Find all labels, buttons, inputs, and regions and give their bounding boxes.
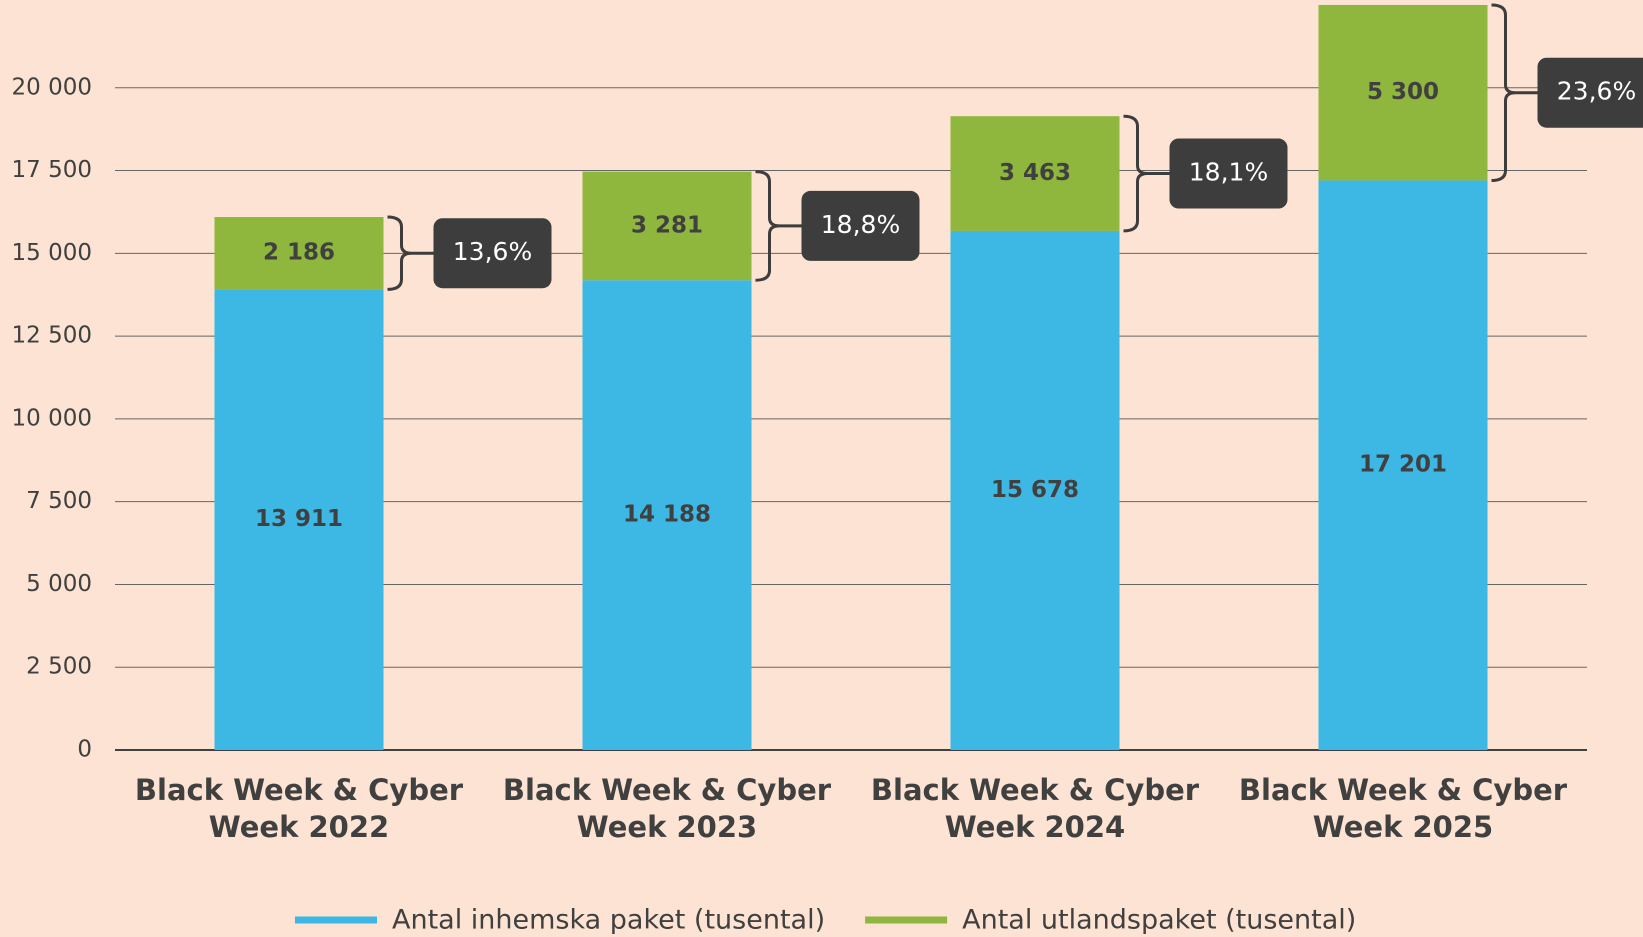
value-label: 3 463: [999, 160, 1071, 186]
annotation-box: [433, 218, 552, 289]
bar-segment: [582, 280, 752, 750]
annotation-box: [1537, 57, 1643, 128]
y-tick-label: 12 500: [12, 323, 92, 349]
annotation-box: [801, 190, 920, 261]
x-tick-label: Black Week & Cyber Week 2022: [134, 773, 464, 844]
y-tick-label: 17 500: [12, 157, 92, 183]
y-tick-label: 0: [77, 737, 92, 763]
annotation-box: [1169, 138, 1288, 209]
bracket: [755, 170, 780, 282]
bar-segment: [214, 289, 384, 750]
x-tick-label: Black Week & Cyber Week 2025: [1238, 773, 1568, 844]
legend-label: Antal inhemska paket (tusental): [392, 905, 825, 936]
value-label: 17 201: [1359, 452, 1447, 478]
annotation: 18,1%: [1189, 158, 1268, 187]
value-label: 14 188: [623, 502, 711, 528]
legend-label: Antal utlandspaket (tusental): [962, 905, 1356, 936]
annotation: 18,8%: [821, 210, 900, 239]
bar-segment: [214, 217, 384, 290]
value-label: 5 300: [1367, 79, 1439, 105]
bracket: [1123, 114, 1148, 233]
bar-segment: [950, 230, 1120, 750]
y-tick-label: 7 500: [26, 488, 92, 514]
value-label: 2 186: [263, 240, 335, 266]
annotation: 13,6%: [453, 237, 532, 266]
bar-segment: [582, 171, 752, 281]
y-tick-label: 2 500: [26, 654, 92, 680]
x-tick-label: Black Week & Cyber Week 2024: [870, 773, 1200, 844]
value-label: 13 911: [255, 506, 343, 532]
x-tick-label: Black Week & Cyber Week 2023: [502, 773, 832, 844]
y-tick-label: 10 000: [12, 405, 92, 431]
annotation: 23,6%: [1557, 77, 1636, 106]
bar-segment: [950, 116, 1120, 231]
bar-segment: [1318, 4, 1488, 181]
value-label: 15 678: [991, 477, 1079, 503]
value-label: 3 281: [631, 212, 703, 238]
y-tick-label: 15 000: [12, 240, 92, 266]
y-tick-label: 20 000: [12, 74, 92, 100]
bar-segment: [1318, 180, 1488, 750]
y-tick-label: 5 000: [26, 571, 92, 597]
bracket: [1491, 3, 1516, 182]
